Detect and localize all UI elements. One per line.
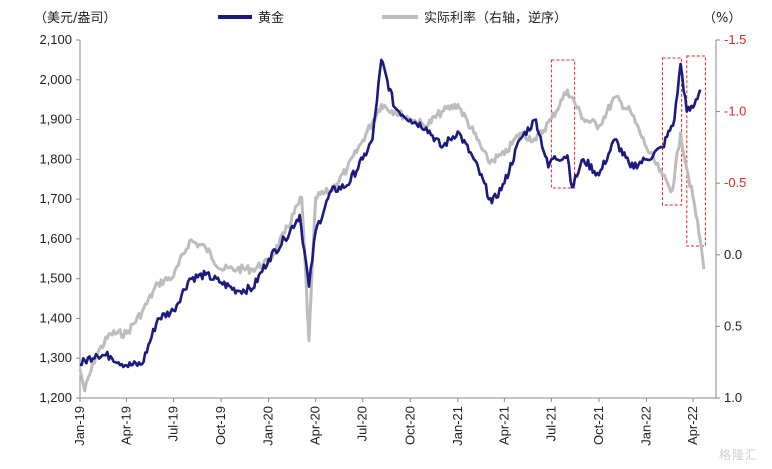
x-tick-label: Apr-22 [685, 406, 700, 445]
right-tick-label: -1.5 [724, 32, 746, 47]
x-tick-label: Oct-21 [591, 406, 606, 445]
right-tick-label: 0.5 [724, 318, 742, 333]
x-tick-label: Jan-19 [72, 406, 87, 446]
x-tick-label: Oct-20 [402, 406, 417, 445]
left-tick-label: 1,600 [39, 231, 72, 246]
right-tick-label: 1.0 [724, 390, 742, 405]
series [78, 58, 706, 393]
x-tick-label: Apr-19 [119, 406, 134, 445]
watermark: 格隆汇 [718, 448, 758, 462]
right-tick-label: -1.0 [724, 104, 746, 119]
real-rate-line [78, 88, 706, 393]
left-tick-label: 2,000 [39, 72, 72, 87]
x-tick-label: Jan-20 [261, 406, 276, 446]
x-tick-label: Jul-20 [355, 406, 370, 441]
left-unit-label: （美元/盎司） [34, 11, 116, 26]
x-tick-label: Jan-21 [450, 406, 465, 446]
gold-price-line [79, 58, 702, 369]
highlight-box [550, 59, 576, 189]
legend-rate-label: 实际利率（右轴，逆序） [424, 10, 567, 26]
x-tick-label: Oct-19 [213, 406, 228, 445]
left-tick-label: 2,100 [39, 32, 72, 47]
left-tick-label: 1,200 [39, 390, 72, 405]
left-tick-label: 1,700 [39, 191, 72, 206]
x-tick-label: Apr-21 [496, 406, 511, 445]
left-tick-label: 1,800 [39, 151, 72, 166]
legend-gold-label: 黄金 [258, 10, 284, 26]
left-tick-label: 1,500 [39, 271, 72, 286]
right-tick-label: -0.5 [724, 175, 746, 190]
left-tick-label: 1,900 [39, 112, 72, 127]
left-ticks: 2,100 2,000 1,900 1,800 1,700 1,600 1,500 1,400… [39, 32, 80, 405]
x-tick-label: Jul-21 [543, 406, 558, 441]
x-ticks: Jan-19 Apr-19 Jul-19 Oct-19 Jan-20 Apr-20 Jul-… [72, 398, 700, 446]
right-tick-label: 0.0 [724, 247, 742, 262]
highlight-box [662, 57, 683, 206]
legend: 黄金 实际利率（右轴，逆序） [218, 10, 567, 26]
left-tick-label: 1,400 [39, 310, 72, 325]
right-unit-label: （%） [703, 11, 741, 26]
highlight-box [686, 55, 706, 247]
x-tick-label: Jul-19 [166, 406, 181, 441]
x-tick-label: Apr-20 [308, 406, 323, 445]
x-tick-label: Jan-22 [638, 406, 653, 446]
highlight-boxes [550, 55, 706, 247]
left-tick-label: 1,300 [39, 350, 72, 365]
right-ticks: -1.5 -1.0 -0.5 0.0 0.5 1.0 [716, 32, 746, 405]
